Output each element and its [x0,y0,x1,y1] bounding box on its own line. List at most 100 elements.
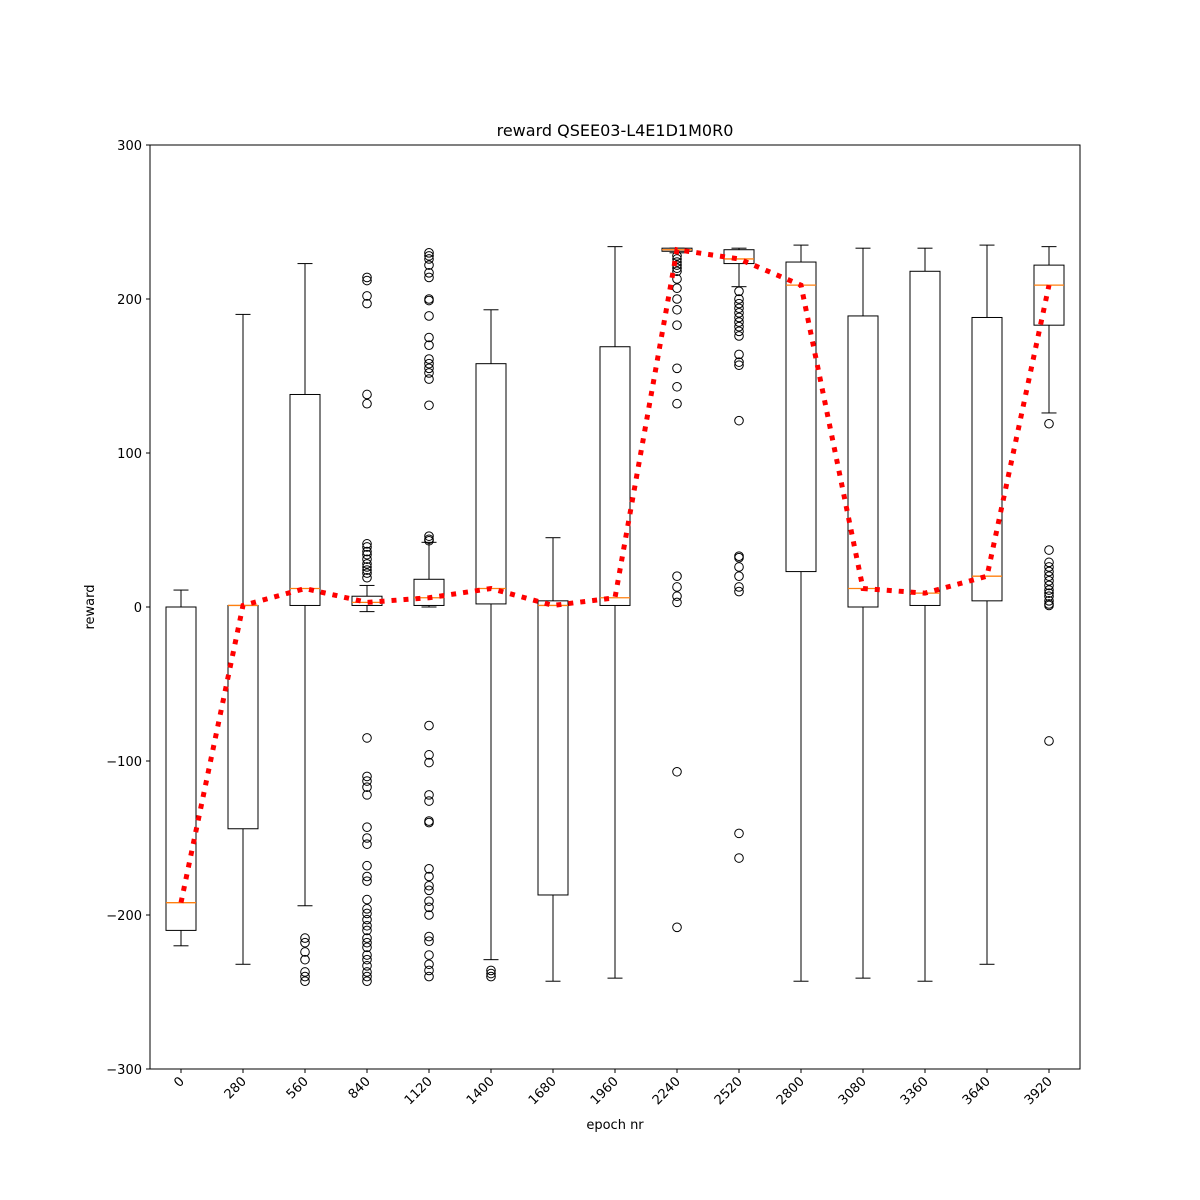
flier-point [734,312,744,323]
flier-point [424,295,434,306]
flier-point [734,294,744,304]
flier-point [362,822,372,833]
flier-point [734,562,744,572]
flier-point [734,286,744,297]
flier-point [362,876,372,886]
flier-point [300,933,310,943]
flier-point [424,531,434,541]
flier-point [734,586,744,597]
flier-point [362,275,372,286]
y-tick-label: 100 [117,447,142,462]
flier-point [672,766,682,777]
flier-point [362,776,372,786]
box-body [165,606,197,931]
flier-point [424,971,434,982]
flier-point [362,954,372,965]
flier-point [362,272,372,283]
flier-point [362,914,372,925]
flier-point [362,908,372,919]
box-1680 [537,537,569,982]
flier-point [424,871,434,882]
flier-point [362,733,372,743]
flier-point [1044,576,1054,586]
flier-point [672,274,682,284]
flier-point [362,542,372,552]
flier-point [1044,580,1054,591]
flier-point [424,311,434,321]
flier-point [672,597,682,608]
flier-point [424,260,434,270]
flier-point [672,320,682,330]
flier-point [362,389,372,400]
box-body [413,578,445,606]
flier-point [362,398,372,409]
flier-point [362,961,372,971]
box-body [289,393,321,606]
flier-point [362,572,372,583]
flier-point [362,894,372,905]
flier-point [300,954,310,965]
flier-point [734,308,744,318]
flier-point [362,976,372,987]
flier-point [672,922,682,933]
flier-point [672,381,682,392]
flier-point [672,582,682,592]
flier-point [362,871,372,882]
flier-point [362,539,372,549]
flier-point [734,298,744,309]
flier-point [1044,736,1054,746]
box-body [537,600,569,896]
flier-point [734,415,744,426]
box-1120 [413,248,445,982]
box-2240 [661,247,693,933]
flier-point [672,398,682,409]
box-1960 [599,246,631,979]
flier-point [734,303,744,314]
flier-point [362,559,372,569]
y-tick-label: −100 [106,755,142,770]
flier-point [1044,571,1054,582]
flier-point [362,298,372,309]
flier-point [734,828,744,839]
flier-point [424,363,434,374]
flier-point [1044,591,1054,602]
y-tick-label: −200 [106,909,142,924]
flier-point [734,552,744,563]
box-3920 [1033,246,1065,746]
flier-point [734,331,744,341]
flier-point [734,321,744,332]
y-tick-label: −300 [106,1063,142,1078]
y-tick-label: 0 [134,601,142,616]
flier-point [362,942,372,953]
flier-point [424,902,434,913]
flier-point [1044,566,1054,577]
box-body [847,315,879,608]
flier-point [424,268,434,278]
axes-frame [149,144,1081,1070]
flier-point [424,950,434,960]
flier-point [424,400,434,411]
box-body [475,363,507,605]
flier-point [672,266,682,277]
box-3640 [971,244,1003,965]
flier-point [424,864,434,874]
flier-point [424,896,434,906]
flier-point [1044,557,1054,568]
flier-point [424,796,434,806]
flier-point [362,839,372,849]
flier-point [362,937,372,948]
flier-point [424,251,434,261]
box-1400 [475,309,507,982]
flier-point [424,358,434,369]
flier-point [486,965,496,976]
flier-point [362,967,372,977]
y-axis: −300 −200 −100 0 100 200 300 [106,139,150,1078]
flier-point [424,790,434,800]
flier-point [362,549,372,560]
flier-point [362,971,372,982]
flier-point [362,554,372,565]
flier-point [424,750,434,760]
x-axis-label: epoch nr [586,1118,644,1133]
flier-point [362,933,372,943]
flier-point [300,947,310,957]
